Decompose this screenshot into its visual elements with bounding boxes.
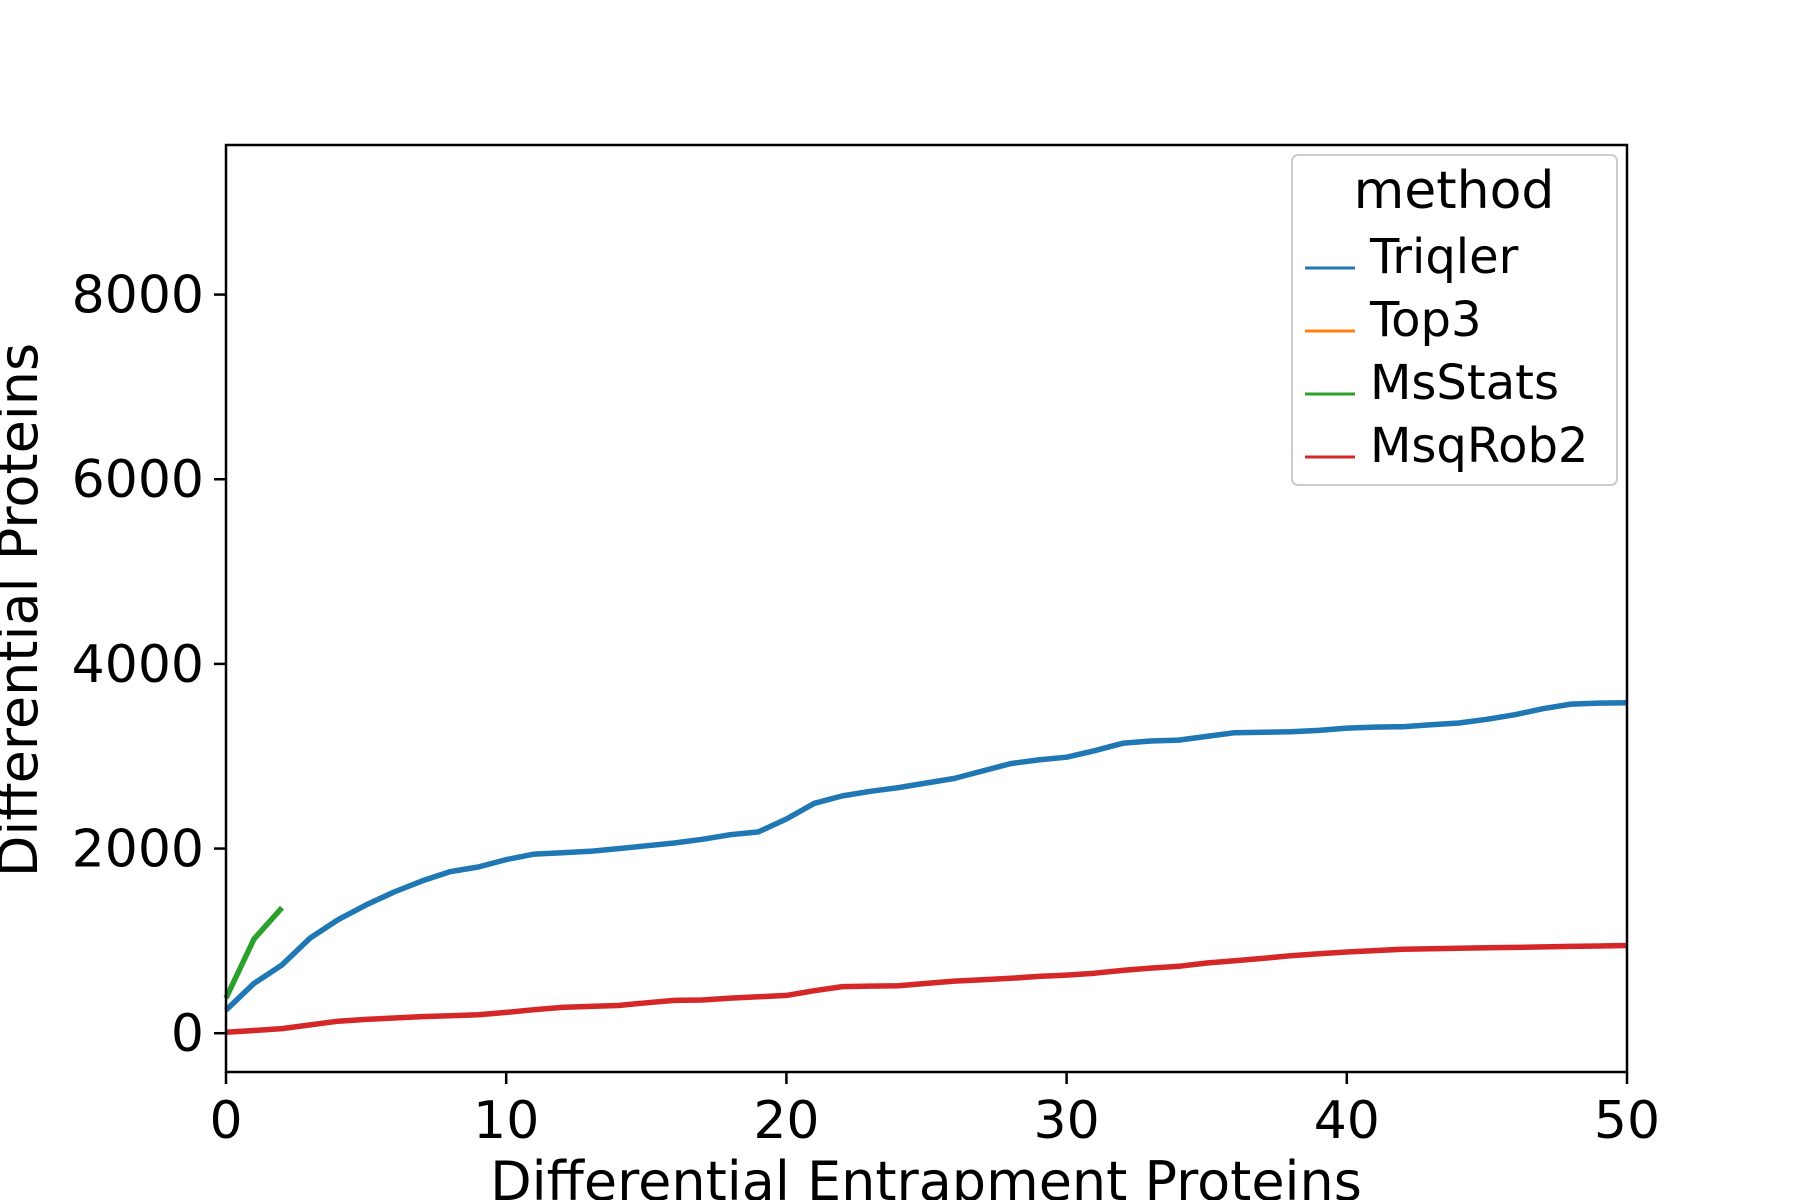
x-tick-label: 30 bbox=[1034, 1091, 1100, 1151]
legend-item-top3: Top3 bbox=[1305, 292, 1482, 348]
legend-title: method bbox=[1354, 161, 1555, 221]
y-tick-label: 0 bbox=[171, 1004, 204, 1064]
series-line-msqrob2 bbox=[225, 942, 1628, 1036]
legend-label: Triqler bbox=[1369, 229, 1519, 285]
series-line-msstats bbox=[223, 905, 285, 1000]
y-tick-label: 2000 bbox=[72, 820, 204, 880]
y-tick-label: 8000 bbox=[72, 266, 204, 326]
x-tick-label: 0 bbox=[209, 1091, 242, 1151]
y-axis: 0 2000 4000 6000 8000 bbox=[72, 266, 226, 1064]
x-tick-label: 10 bbox=[473, 1091, 539, 1151]
legend-items: Triqler Top3 MsStats MsqRob2 bbox=[1305, 229, 1588, 474]
legend-item-msstats: MsStats bbox=[1305, 355, 1559, 411]
y-tick-label: 6000 bbox=[72, 450, 204, 510]
legend-box bbox=[1291, 154, 1618, 486]
legend-item-msqrob2: MsqRob2 bbox=[1305, 418, 1588, 474]
legend: method Triqler Top3 MsStats MsqRob2 bbox=[1291, 154, 1618, 486]
x-tick-label: 20 bbox=[753, 1091, 819, 1151]
legend-label: MsStats bbox=[1370, 355, 1559, 411]
x-tick-label: 50 bbox=[1594, 1091, 1660, 1151]
legend-item-triqler: Triqler bbox=[1305, 229, 1519, 285]
x-tick-label: 40 bbox=[1314, 1091, 1380, 1151]
plot-series bbox=[223, 699, 1628, 1036]
x-axis: 0 10 20 30 40 50 bbox=[209, 1072, 1660, 1151]
plot-frame bbox=[224, 143, 1629, 1074]
y-axis-label: Differential Proteins bbox=[0, 343, 50, 877]
y-tick-label: 4000 bbox=[72, 635, 204, 695]
series-line-triqler bbox=[224, 699, 1628, 1013]
x-axis-label: Differential Entrapment Proteins bbox=[490, 1150, 1362, 1200]
legend-label: Top3 bbox=[1369, 292, 1482, 348]
legend-label: MsqRob2 bbox=[1370, 418, 1588, 474]
